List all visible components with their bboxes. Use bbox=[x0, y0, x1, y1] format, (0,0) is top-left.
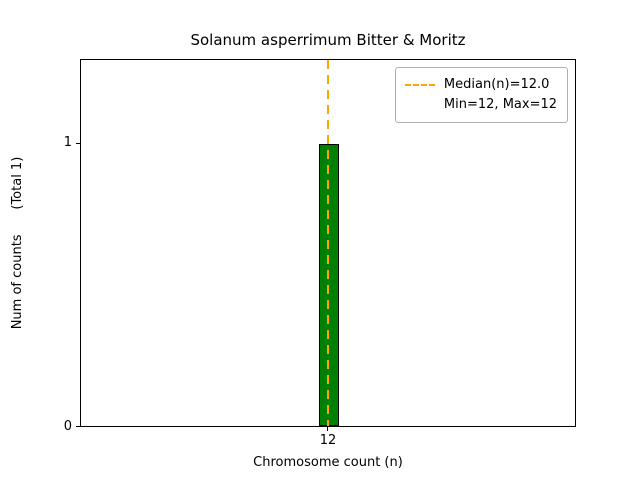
x-axis-label: Chromosome count (n) bbox=[253, 455, 403, 470]
y-tick-mark-1 bbox=[76, 143, 80, 144]
x-tick-mark-12 bbox=[327, 427, 328, 431]
legend-row-minmax: Min=12, Max=12 bbox=[405, 95, 557, 115]
plot-area: Median(n)=12.0 Min=12, Max=12 bbox=[80, 59, 576, 427]
legend-row-median: Median(n)=12.0 bbox=[404, 75, 557, 95]
y-tick-mark-0 bbox=[76, 426, 80, 427]
legend-spacer bbox=[405, 104, 435, 106]
legend-entry-minmax: Min=12, Max=12 bbox=[443, 97, 557, 112]
chart-title: Solanum asperrimum Bitter & Moritz bbox=[190, 31, 466, 49]
x-tick-label-12: 12 bbox=[319, 433, 337, 448]
median-dash-icon bbox=[404, 84, 435, 86]
y-axis-label: Num of counts (Total 1) bbox=[10, 156, 25, 330]
legend-entry-median: Median(n)=12.0 bbox=[443, 77, 550, 92]
y-tick-label-0: 0 bbox=[63, 419, 72, 434]
y-tick-label-1: 1 bbox=[63, 135, 72, 150]
legend: Median(n)=12.0 Min=12, Max=12 bbox=[394, 67, 568, 123]
histogram-bar bbox=[319, 144, 339, 426]
median-line bbox=[327, 60, 329, 426]
